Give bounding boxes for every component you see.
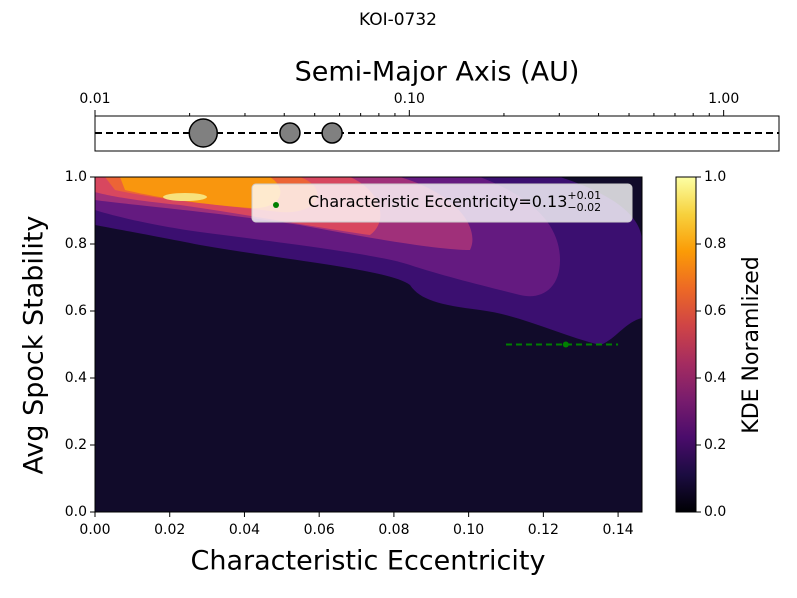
y-tick-label: 0.0 <box>65 504 87 520</box>
planet <box>321 122 343 144</box>
point <box>562 341 569 348</box>
legend-sub: −0.02 <box>567 201 601 214</box>
top-tick-label: 1.00 <box>708 91 739 107</box>
y-tick-label: 0.6 <box>65 303 87 319</box>
legend-text: Characteristic Eccentricity=0.13 <box>308 192 567 211</box>
colorbar-tick-label: 0.2 <box>704 437 726 453</box>
colorbar-tick-label: 0.8 <box>704 236 726 252</box>
contour-level <box>120 177 281 209</box>
top-tick-label: 0.01 <box>79 91 110 107</box>
contour-level <box>163 193 207 201</box>
x-tick-label: 0.06 <box>304 522 335 538</box>
x-tick-label: 0.04 <box>229 522 260 538</box>
planet <box>188 118 219 148</box>
y-tick-label: 1.0 <box>65 169 87 185</box>
x-axis-label: Characteristic Eccentricity <box>191 546 546 577</box>
colorbar <box>675 176 697 513</box>
legend-marker <box>273 202 279 208</box>
colorbar-tick-label: 1.0 <box>704 169 726 185</box>
y-tick-label: 0.2 <box>65 437 87 453</box>
colorbar-tick-label: 0.4 <box>704 370 726 386</box>
chart-title: KOI-0732 <box>359 10 437 30</box>
y-axis-label: Avg Spock Stability <box>19 216 50 475</box>
y-tick-label: 0.8 <box>65 236 87 252</box>
legend-entry: Characteristic Eccentricity=0.13+0.01 −0.… <box>308 189 601 214</box>
top-tick-label: 0.10 <box>394 91 425 107</box>
x-tick-label: 0.14 <box>603 522 634 538</box>
colorbar-label: KDE Noramlized <box>739 256 764 433</box>
colorbar-tick-label: 0.0 <box>704 504 726 520</box>
plot-frame <box>94 176 643 513</box>
top-axis-label: Semi-Major Axis (AU) <box>295 57 580 88</box>
x-tick-label: 0.02 <box>154 522 185 538</box>
x-tick-label: 0.00 <box>79 522 110 538</box>
legend-sup: +0.01 <box>567 189 601 202</box>
planet <box>279 122 301 144</box>
colorbar-tick-label: 0.6 <box>704 303 726 319</box>
legend <box>251 183 633 223</box>
y-tick-label: 0.4 <box>65 370 87 386</box>
x-tick-label: 0.12 <box>528 522 559 538</box>
x-tick-label: 0.10 <box>453 522 484 538</box>
x-tick-label: 0.08 <box>378 522 409 538</box>
